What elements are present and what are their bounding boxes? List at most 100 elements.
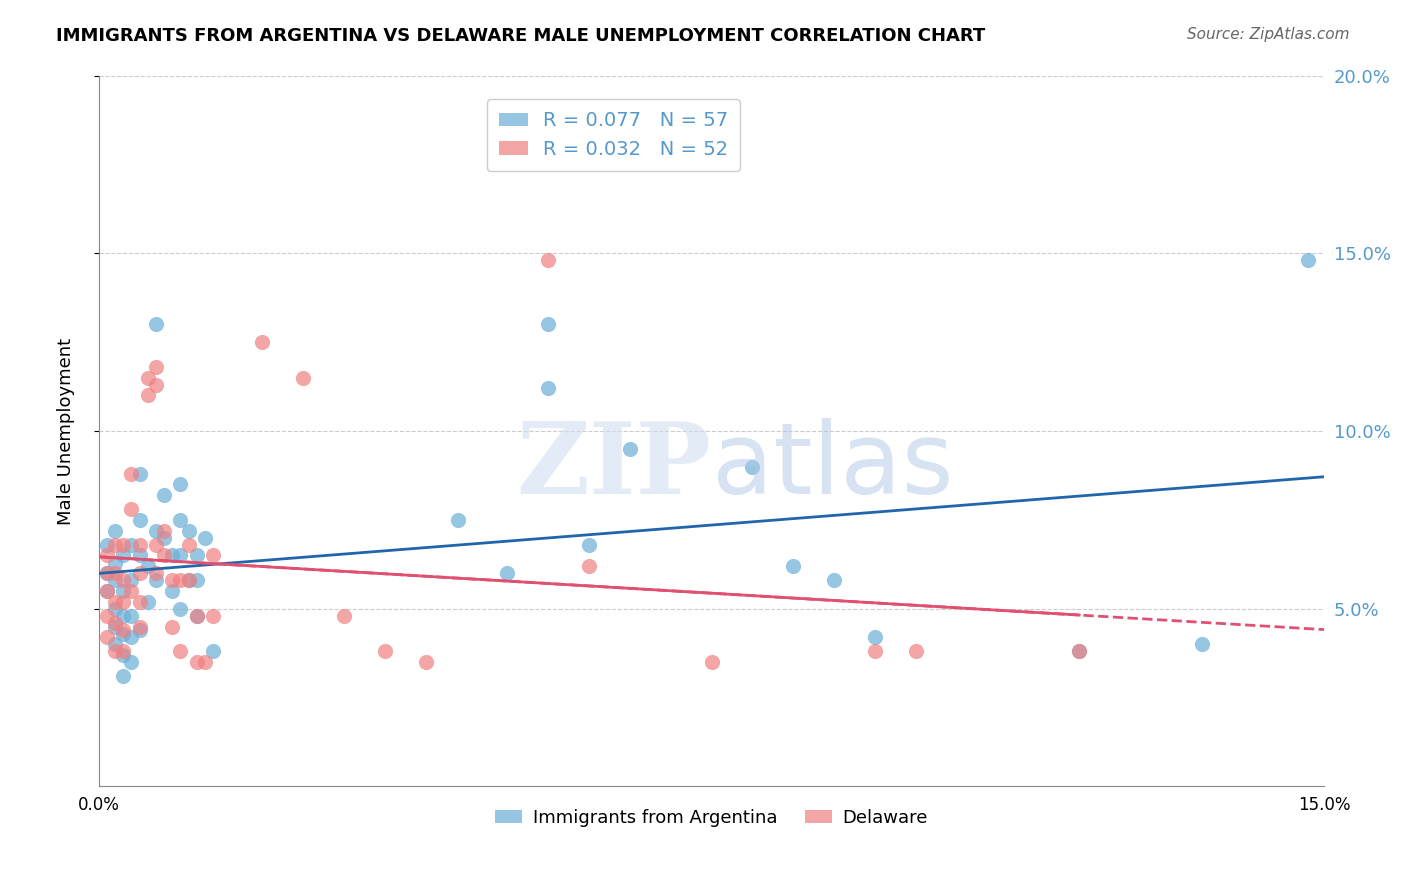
Point: [162, 549, 184, 563]
Point: [194, 531, 217, 545]
Point: [121, 608, 143, 623]
Point: [121, 584, 143, 599]
Point: [104, 566, 127, 581]
Point: [177, 538, 200, 552]
Point: [121, 502, 143, 516]
Point: [145, 318, 167, 332]
Point: [112, 594, 135, 608]
Point: [104, 594, 127, 608]
Point: [904, 644, 927, 658]
Point: [104, 644, 127, 658]
Point: [496, 566, 519, 581]
Point: [1191, 637, 1213, 651]
Point: [1069, 644, 1091, 658]
Point: [169, 601, 191, 615]
Point: [145, 377, 167, 392]
Point: [162, 619, 184, 633]
Point: [96, 584, 118, 599]
Point: [194, 655, 217, 669]
Point: [333, 608, 356, 623]
Point: [153, 524, 176, 538]
Point: [177, 574, 200, 588]
Point: [177, 524, 200, 538]
Point: [112, 623, 135, 637]
Point: [128, 467, 150, 481]
Point: [169, 549, 191, 563]
Point: [136, 594, 159, 608]
Point: [104, 538, 127, 552]
Point: [186, 608, 208, 623]
Point: [415, 655, 437, 669]
Point: [741, 459, 763, 474]
Point: [153, 531, 176, 545]
Point: [537, 318, 560, 332]
Point: [169, 477, 191, 491]
Point: [104, 637, 127, 651]
Point: [145, 538, 167, 552]
Point: [162, 584, 184, 599]
Legend: Immigrants from Argentina, Delaware: Immigrants from Argentina, Delaware: [488, 802, 935, 834]
Text: Source: ZipAtlas.com: Source: ZipAtlas.com: [1187, 27, 1350, 42]
Point: [186, 655, 208, 669]
Point: [112, 574, 135, 588]
Point: [537, 253, 560, 268]
Point: [863, 630, 886, 644]
Point: [112, 648, 135, 662]
Point: [96, 566, 118, 581]
Point: [136, 370, 159, 384]
Point: [128, 549, 150, 563]
Point: [202, 608, 225, 623]
Point: [619, 442, 641, 456]
Point: [112, 669, 135, 683]
Point: [863, 644, 886, 658]
Point: [292, 370, 315, 384]
Point: [145, 524, 167, 538]
Text: ZIP: ZIP: [516, 418, 711, 515]
Point: [104, 601, 127, 615]
Point: [112, 549, 135, 563]
Point: [186, 574, 208, 588]
Point: [1296, 253, 1319, 268]
Point: [447, 513, 470, 527]
Point: [153, 488, 176, 502]
Point: [177, 574, 200, 588]
Point: [96, 566, 118, 581]
Point: [186, 608, 208, 623]
Point: [104, 556, 127, 570]
Point: [782, 559, 804, 574]
Point: [128, 594, 150, 608]
Point: [578, 538, 600, 552]
Point: [128, 566, 150, 581]
Point: [112, 608, 135, 623]
Point: [128, 619, 150, 633]
Point: [128, 513, 150, 527]
Point: [169, 513, 191, 527]
Point: [169, 574, 191, 588]
Point: [202, 644, 225, 658]
Point: [112, 626, 135, 640]
Point: [96, 549, 118, 563]
Point: [202, 549, 225, 563]
Point: [112, 644, 135, 658]
Point: [121, 655, 143, 669]
Point: [96, 630, 118, 644]
Point: [1069, 644, 1091, 658]
Point: [578, 559, 600, 574]
Point: [169, 644, 191, 658]
Point: [104, 615, 127, 630]
Point: [186, 549, 208, 563]
Point: [96, 608, 118, 623]
Text: atlas: atlas: [711, 418, 953, 515]
Point: [96, 538, 118, 552]
Point: [121, 574, 143, 588]
Point: [96, 584, 118, 599]
Point: [250, 335, 273, 350]
Text: IMMIGRANTS FROM ARGENTINA VS DELAWARE MALE UNEMPLOYMENT CORRELATION CHART: IMMIGRANTS FROM ARGENTINA VS DELAWARE MA…: [56, 27, 986, 45]
Point: [823, 574, 845, 588]
Point: [112, 584, 135, 599]
Point: [145, 566, 167, 581]
Point: [136, 388, 159, 402]
Point: [153, 549, 176, 563]
Point: [112, 538, 135, 552]
Point: [136, 559, 159, 574]
